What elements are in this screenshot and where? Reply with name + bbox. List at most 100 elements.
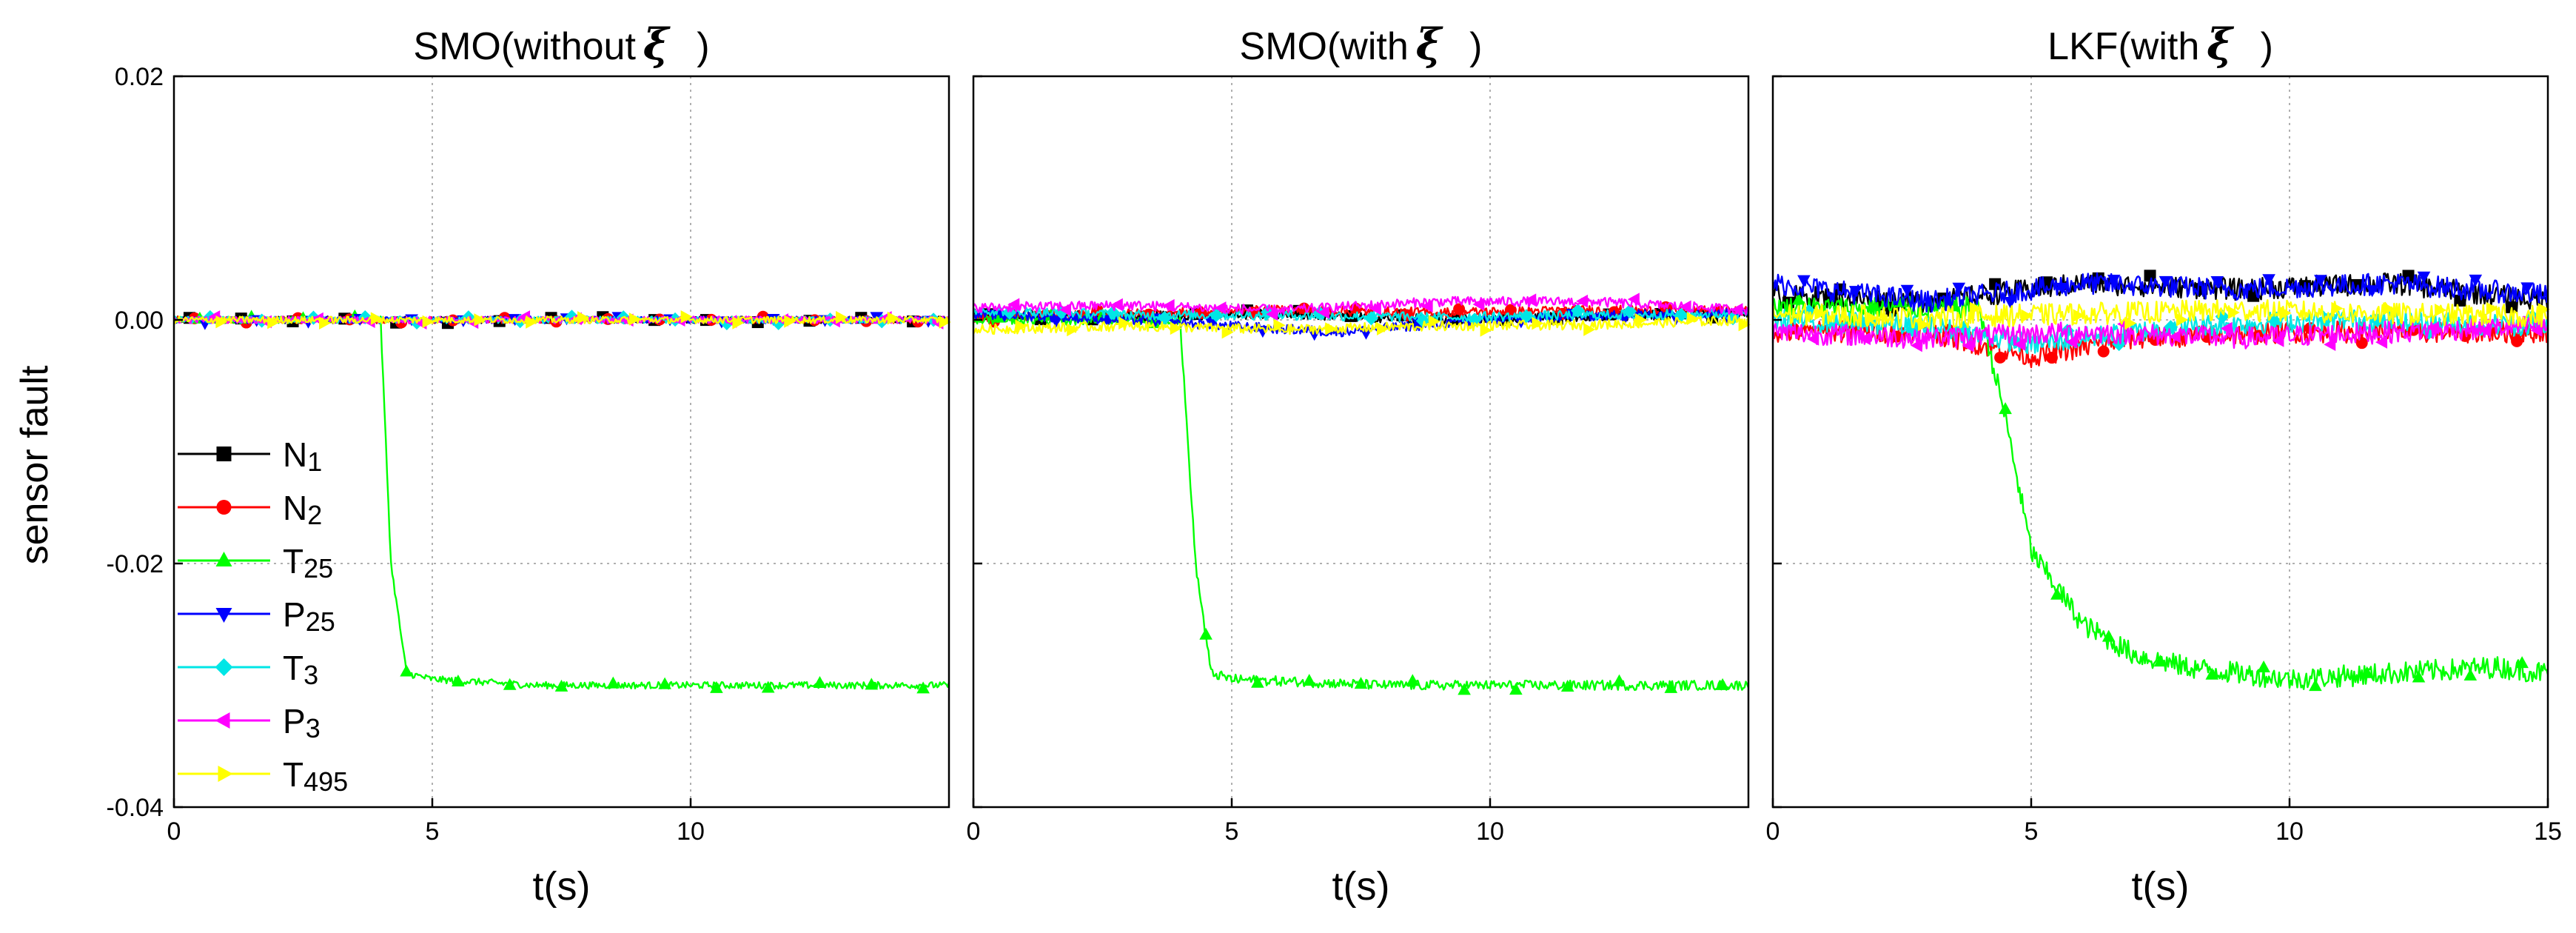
series-line-P3 bbox=[1771, 315, 2549, 350]
plot-frame bbox=[172, 75, 950, 809]
series-marker-T3 bbox=[1364, 311, 1379, 326]
series-marker-T25 bbox=[400, 664, 413, 677]
series-marker-P3 bbox=[1266, 307, 1278, 321]
chart-panel-3: 0 5 10 15 t(s) LKF(with ξ) bbox=[1766, 19, 2562, 909]
legend-marker-N2 bbox=[216, 500, 232, 515]
series-marker-T495 bbox=[1221, 325, 1234, 339]
series-marker-T3 bbox=[1157, 310, 1172, 326]
y-tick-label: -0.04 bbox=[107, 794, 164, 822]
series-marker-P3 bbox=[1859, 332, 1871, 346]
series-marker-T25 bbox=[1251, 675, 1264, 688]
series-marker-T3 bbox=[1571, 304, 1586, 318]
series-marker-P25 bbox=[2520, 282, 2534, 295]
legend-label-P3: P3 bbox=[283, 702, 321, 743]
y-tick-label: -0.02 bbox=[107, 550, 164, 578]
legend-label-subscript: 1 bbox=[307, 447, 322, 477]
x-tick-label: 10 bbox=[677, 817, 705, 846]
series-marker-T495 bbox=[1532, 316, 1544, 330]
series-marker-T495 bbox=[2073, 309, 2085, 322]
series-marker-T495 bbox=[267, 315, 280, 330]
legend-label-subscript: 495 bbox=[303, 766, 348, 797]
chart-title-symbol: ξ bbox=[1416, 19, 1443, 70]
series-marker-T25 bbox=[2515, 656, 2529, 669]
series-marker-P3 bbox=[1007, 298, 1020, 312]
series-marker-P25 bbox=[1848, 286, 1862, 298]
series-line-P25 bbox=[1771, 272, 2549, 313]
plot-frame bbox=[972, 75, 1750, 809]
legend-label-N1: N1 bbox=[283, 435, 322, 477]
series-marker-P3 bbox=[2478, 324, 2491, 338]
series-marker-T3 bbox=[1415, 313, 1430, 328]
series-marker-P25 bbox=[1900, 284, 1914, 297]
series-marker-T495 bbox=[2176, 313, 2189, 327]
series-line-T495 bbox=[972, 315, 1750, 335]
series-marker-T495 bbox=[2124, 316, 2137, 330]
series-marker-T495 bbox=[2331, 301, 2344, 315]
series-line-T495 bbox=[172, 315, 950, 324]
series-marker-T25 bbox=[503, 678, 517, 690]
series-marker-P3 bbox=[1162, 298, 1175, 312]
legend-label-base: T bbox=[283, 649, 303, 687]
legend-marker-T495 bbox=[218, 766, 233, 782]
series-marker-T495 bbox=[1969, 301, 1982, 315]
series-marker-P25 bbox=[2314, 275, 2327, 287]
x-tick-label: 10 bbox=[1476, 817, 1504, 846]
y-tick-label: 0.02 bbox=[115, 63, 164, 91]
series-marker-T495 bbox=[1583, 323, 1596, 336]
legend-label-base: P bbox=[283, 702, 306, 740]
legend-marker-T3 bbox=[215, 658, 233, 676]
chart-title-suffix: ) bbox=[697, 25, 709, 68]
legend-marker-N1 bbox=[216, 447, 232, 461]
series-marker-T25 bbox=[606, 676, 620, 689]
series-marker-T25 bbox=[865, 678, 879, 690]
legend-marker-P3 bbox=[215, 712, 230, 729]
series-marker-P3 bbox=[1369, 301, 1381, 315]
series-marker-T25 bbox=[1406, 674, 1420, 686]
series-marker-N2 bbox=[2097, 345, 2110, 358]
series-marker-T3 bbox=[1622, 304, 1637, 319]
chart-title-text: LKF(with bbox=[2047, 25, 2199, 68]
series-marker-T495 bbox=[887, 311, 899, 325]
series-marker-P3 bbox=[2013, 338, 2026, 351]
legend-label-subscript: 3 bbox=[303, 660, 318, 690]
series-marker-P3 bbox=[2324, 338, 2336, 352]
plot-area bbox=[1773, 76, 2548, 807]
charts-layer: 0 5 100.020.00-0.02-0.04t(s)SMO(without ξ)N… bbox=[107, 19, 2562, 909]
series-marker-T495 bbox=[939, 315, 951, 329]
chart-title-suffix: ) bbox=[1469, 25, 1482, 68]
series-marker-P3 bbox=[2375, 335, 2388, 349]
series-marker-T25 bbox=[710, 680, 723, 693]
series-marker-T495 bbox=[1480, 324, 1492, 337]
series-marker-T25 bbox=[1509, 683, 1523, 695]
series-marker-P25 bbox=[2262, 274, 2275, 287]
series-marker-T495 bbox=[2435, 304, 2447, 317]
series-marker-T495 bbox=[370, 312, 383, 325]
plot-frame bbox=[1771, 75, 2549, 809]
series-marker-N2 bbox=[2045, 352, 2058, 364]
series-marker-T495 bbox=[1067, 323, 1079, 337]
series-marker-T25 bbox=[1792, 292, 1805, 305]
series-marker-T495 bbox=[680, 310, 693, 324]
series-marker-T25 bbox=[2050, 587, 2064, 600]
series-marker-T25 bbox=[554, 679, 568, 692]
series-marker-T25 bbox=[1999, 402, 2012, 415]
series-marker-T25 bbox=[2153, 655, 2167, 667]
x-tick-label: 0 bbox=[1766, 817, 1780, 846]
series-marker-T3 bbox=[2163, 320, 2178, 335]
series-marker-P25 bbox=[2004, 296, 2017, 309]
series-marker-T25 bbox=[916, 681, 930, 694]
series-marker-T25 bbox=[2102, 629, 2116, 642]
series-marker-N2 bbox=[2511, 335, 2523, 347]
series-marker-P3 bbox=[2530, 324, 2543, 337]
series-marker-T25 bbox=[1612, 674, 1626, 686]
y-tick-label: 0.00 bbox=[115, 307, 164, 335]
series-marker-T25 bbox=[1716, 678, 1729, 690]
series-marker-P25 bbox=[2365, 285, 2379, 298]
series-marker-P3 bbox=[2272, 334, 2284, 347]
series-marker-T495 bbox=[1273, 318, 1286, 332]
x-tick-label: 5 bbox=[426, 817, 440, 846]
series-marker-P3 bbox=[1627, 292, 1640, 306]
series-marker-P3 bbox=[2220, 321, 2233, 335]
